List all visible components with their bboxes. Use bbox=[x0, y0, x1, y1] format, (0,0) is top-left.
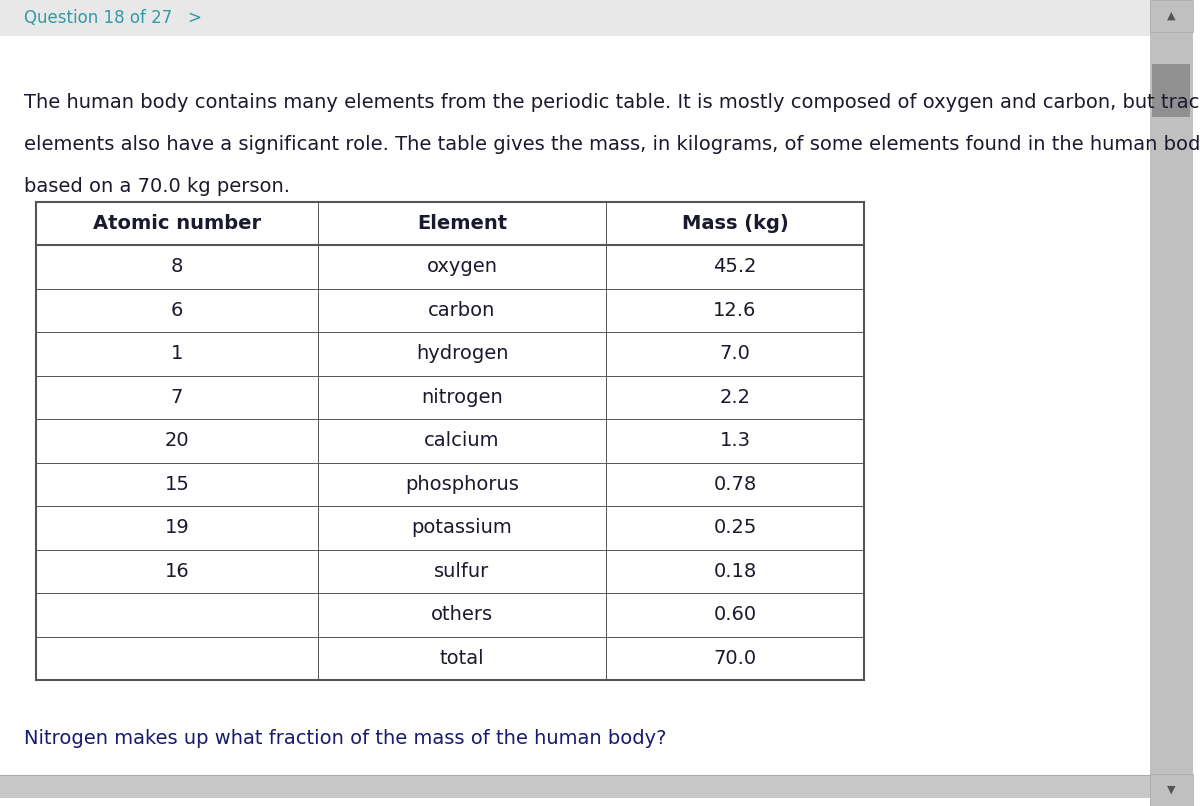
Text: 20: 20 bbox=[164, 431, 190, 451]
Text: The human body contains many elements from the periodic table. It is mostly comp: The human body contains many elements fr… bbox=[24, 93, 1200, 112]
Text: Nitrogen makes up what fraction of the mass of the human body?: Nitrogen makes up what fraction of the m… bbox=[24, 729, 666, 748]
Text: sulfur: sulfur bbox=[434, 562, 490, 581]
Text: total: total bbox=[439, 649, 485, 668]
Bar bbox=[1150, 774, 1193, 806]
Text: Mass (kg): Mass (kg) bbox=[682, 214, 788, 233]
Text: others: others bbox=[431, 605, 493, 625]
Text: potassium: potassium bbox=[412, 518, 512, 538]
Text: 0.78: 0.78 bbox=[713, 475, 757, 494]
Text: 1.3: 1.3 bbox=[720, 431, 750, 451]
Text: carbon: carbon bbox=[428, 301, 496, 320]
Text: 15: 15 bbox=[164, 475, 190, 494]
Bar bbox=[1152, 64, 1190, 117]
Text: oxygen: oxygen bbox=[426, 257, 498, 276]
Text: 7: 7 bbox=[170, 388, 184, 407]
Text: Question 18 of 27   >: Question 18 of 27 > bbox=[24, 9, 202, 27]
Text: 0.18: 0.18 bbox=[713, 562, 757, 581]
Text: hydrogen: hydrogen bbox=[415, 344, 509, 364]
Text: calcium: calcium bbox=[425, 431, 499, 451]
Bar bbox=[36, 202, 864, 680]
Text: 12.6: 12.6 bbox=[713, 301, 757, 320]
Text: 1: 1 bbox=[170, 344, 184, 364]
Text: phosphorus: phosphorus bbox=[406, 475, 518, 494]
Text: based on a 70.0 kg person.: based on a 70.0 kg person. bbox=[24, 177, 290, 196]
Bar bbox=[1150, 0, 1193, 806]
Text: nitrogen: nitrogen bbox=[421, 388, 503, 407]
Bar bbox=[0, 775, 1150, 798]
Text: 8: 8 bbox=[170, 257, 184, 276]
Text: Element: Element bbox=[416, 214, 508, 233]
Text: elements also have a significant role. The table gives the mass, in kilograms, o: elements also have a significant role. T… bbox=[24, 135, 1200, 154]
Text: 7.0: 7.0 bbox=[720, 344, 750, 364]
Bar bbox=[1150, 0, 1193, 32]
Bar bbox=[0, 0, 1150, 36]
Text: 70.0: 70.0 bbox=[714, 649, 756, 668]
Text: 45.2: 45.2 bbox=[713, 257, 757, 276]
Text: 19: 19 bbox=[164, 518, 190, 538]
Text: ▼: ▼ bbox=[1166, 785, 1176, 795]
Text: Atomic number: Atomic number bbox=[92, 214, 262, 233]
Text: 0.25: 0.25 bbox=[713, 518, 757, 538]
Text: 16: 16 bbox=[164, 562, 190, 581]
Text: 0.60: 0.60 bbox=[714, 605, 756, 625]
Text: ▲: ▲ bbox=[1166, 11, 1176, 21]
Text: 2.2: 2.2 bbox=[720, 388, 750, 407]
Text: 6: 6 bbox=[170, 301, 184, 320]
